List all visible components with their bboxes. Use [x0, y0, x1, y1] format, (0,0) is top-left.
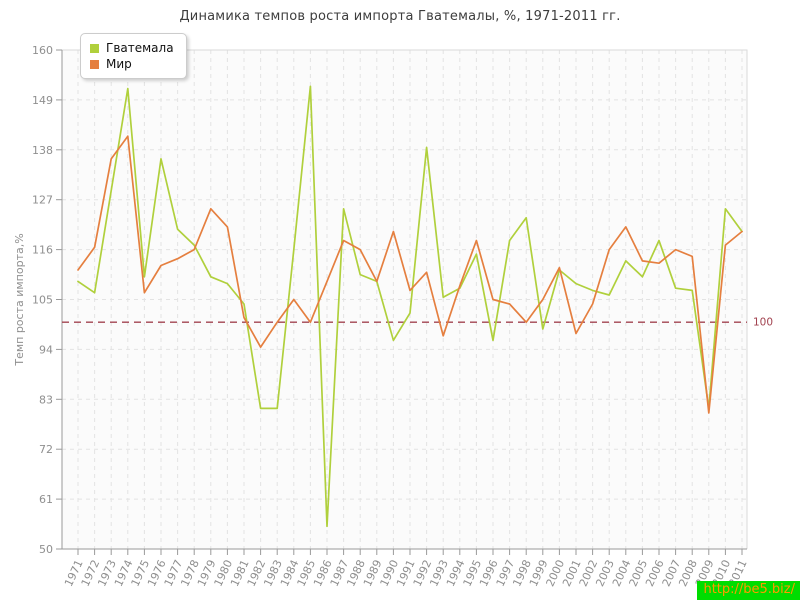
legend: Гватемала Мир: [80, 33, 187, 79]
legend-swatch-mir: [90, 59, 99, 69]
legend-label-guatemala: Гватемала: [106, 41, 174, 55]
y-axis-title: Темп роста импорта,%: [13, 233, 26, 366]
y-tick-label: 138: [32, 144, 53, 157]
y-tick-label: 94: [39, 343, 53, 356]
y-tick-label: 61: [39, 493, 53, 506]
legend-item-mir: Мир: [90, 57, 174, 71]
y-tick-label: 72: [39, 443, 53, 456]
series-line-guatemala: [77, 85, 743, 528]
plot-area: [62, 50, 747, 549]
y-tick-label: 149: [32, 94, 53, 107]
legend-label-mir: Мир: [106, 57, 132, 71]
y-tick-label: 105: [32, 294, 53, 307]
chart-title: Динамика темпов роста импорта Гватемалы,…: [179, 9, 621, 24]
y-tick-label: 50: [39, 543, 53, 556]
legend-item-guatemala: Гватемала: [90, 41, 174, 55]
reference-line-label: 100: [753, 317, 773, 329]
y-tick-label: 83: [39, 393, 53, 406]
y-tick-label: 160: [32, 44, 53, 57]
y-tick-label: 127: [32, 194, 53, 207]
legend-swatch-guatemala: [90, 43, 99, 53]
y-tick-label: 116: [32, 244, 53, 257]
watermark-link[interactable]: http://be5.biz/: [697, 581, 800, 600]
plot-border: [62, 49, 748, 549]
series-line-mir: [77, 135, 743, 414]
